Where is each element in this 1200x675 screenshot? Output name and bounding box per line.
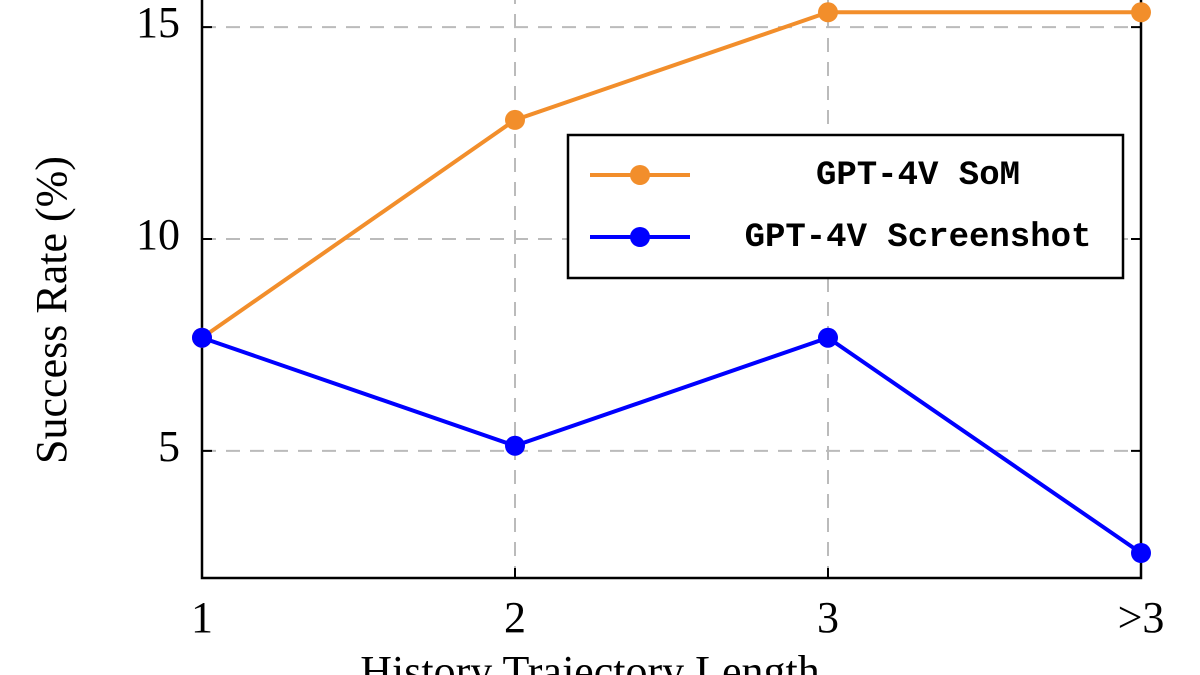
y-tick-label: 5 bbox=[158, 422, 180, 471]
data-point bbox=[505, 435, 525, 456]
x-tick-label: 1 bbox=[191, 593, 213, 642]
legend-label: GPT-4V Screenshot bbox=[745, 219, 1092, 257]
x-tick-label: 2 bbox=[504, 593, 526, 642]
data-point bbox=[1131, 542, 1151, 563]
x-tick-label: 3 bbox=[817, 593, 839, 642]
y-axis-label: Success Rate (%) bbox=[27, 156, 76, 464]
x-axis-label: History Trajectory Length bbox=[360, 647, 820, 675]
x-tick-label: >3 bbox=[1118, 593, 1165, 642]
legend-label: GPT-4V SoM bbox=[816, 157, 1020, 195]
data-point bbox=[505, 109, 525, 130]
y-tick-label: 10 bbox=[136, 210, 180, 259]
data-point bbox=[1131, 2, 1151, 23]
series-line bbox=[201, 335, 1143, 555]
data-point bbox=[818, 327, 838, 348]
plot-frame bbox=[200, 0, 1143, 580]
y-tick-label: 15 bbox=[136, 0, 180, 47]
data-point bbox=[818, 2, 838, 23]
legend-marker bbox=[630, 165, 650, 185]
data-point bbox=[192, 327, 212, 348]
legend-marker bbox=[630, 227, 650, 247]
legend-box bbox=[566, 133, 1125, 280]
series-line bbox=[200, 10, 1141, 340]
